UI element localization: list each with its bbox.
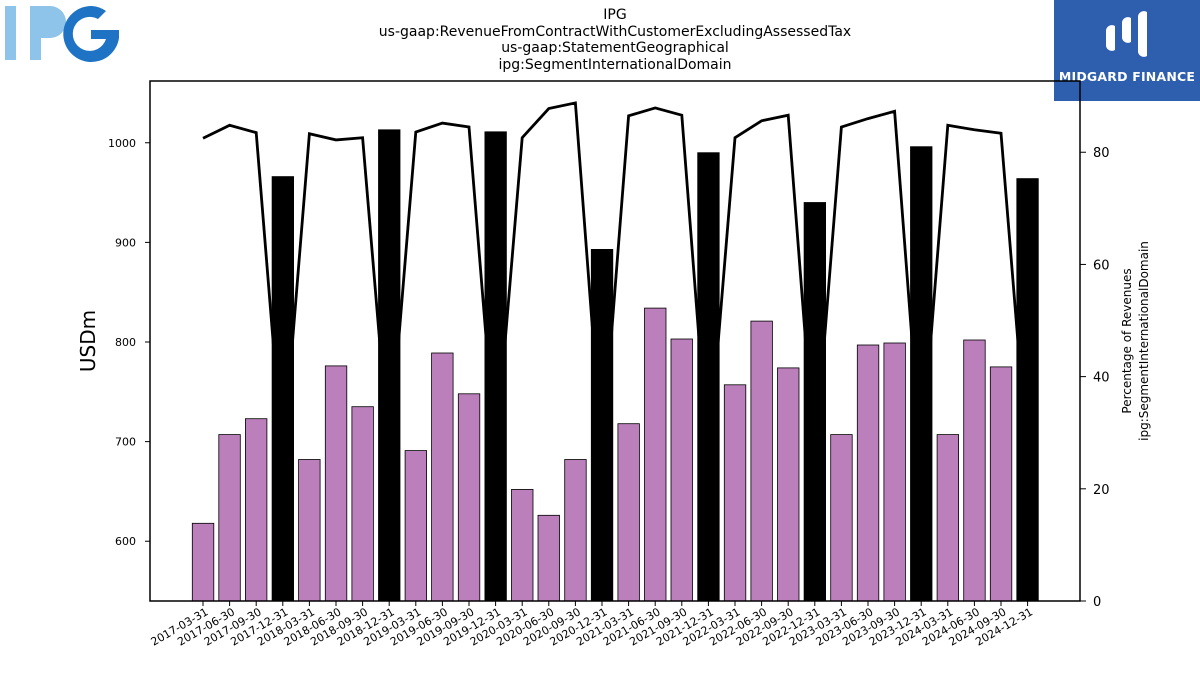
bar-2020-12-31 (590, 248, 614, 602)
line-series (202, 101, 1029, 461)
midgard-finance-logo: MIDGARD FINANCE (1054, 0, 1200, 101)
bar-2018-06-30 (324, 365, 348, 602)
y-tick-label: 1000 (108, 137, 136, 150)
bar-2022-09-30 (777, 367, 800, 602)
ipg-logo-g (63, 5, 119, 62)
bar-2022-12-31 (803, 202, 826, 602)
y2-axis-label-line1: Percentage of Revenues (1120, 268, 1134, 413)
bar-2019-06-30 (431, 352, 454, 602)
midgard-finance-icon (1106, 11, 1147, 57)
bar-2020-09-30 (564, 459, 587, 602)
bar-2024-03-31 (936, 434, 959, 602)
chart-title-member: ipg:SegmentInternationalDomain (498, 57, 732, 73)
bar-2024-09-30 (989, 366, 1013, 602)
y2-tick-label: 60 (1093, 258, 1110, 273)
y-axis-label: USDm (76, 310, 100, 372)
bar-2017-03-31 (191, 522, 215, 602)
bar-2017-06-30 (218, 434, 241, 602)
bar-2018-03-31 (298, 459, 321, 602)
bar-2023-06-30 (856, 344, 880, 602)
bar-2021-09-30 (670, 338, 693, 602)
chart-title-concept: us-gaap:RevenueFromContractWithCustomerE… (378, 24, 852, 40)
percentage-line (202, 101, 1029, 461)
y2-tick-label: 20 (1093, 483, 1110, 498)
x-axis-ticks: 2017-03-312017-06-302017-09-302017-12-31… (149, 601, 1035, 649)
y2-tick-label: 40 (1093, 371, 1110, 386)
bar-2018-09-30 (351, 406, 374, 602)
bar-2023-09-30 (883, 342, 906, 602)
y2-tick-label: 80 (1093, 146, 1110, 161)
left-axis-ticks: 600 700 800 900 1000 (108, 137, 150, 548)
ipg-logo-i (5, 6, 16, 60)
chart-title-axis: us-gaap:StatementGeographical (501, 40, 729, 56)
bar-2021-06-30 (644, 307, 667, 602)
bar-2019-09-30 (457, 393, 481, 602)
bar-2020-06-30 (537, 514, 560, 602)
bar-2020-03-31 (511, 488, 534, 602)
ipg-logo (5, 5, 119, 62)
bar-2023-03-31 (830, 434, 853, 602)
y-tick-label: 700 (115, 436, 136, 449)
y2-tick-label: 0 (1093, 595, 1101, 610)
bar-2024-12-31 (1016, 178, 1039, 602)
y-tick-label: 900 (115, 236, 136, 249)
plot-frame (149, 80, 1081, 602)
y-tick-label: 600 (115, 535, 136, 548)
bar-2017-12-31 (271, 176, 295, 602)
y-tick-label: 800 (115, 336, 136, 349)
bar-2021-03-31 (617, 423, 640, 602)
ipg-logo-p (30, 6, 66, 60)
bar-2019-03-31 (404, 450, 428, 602)
bar-2022-06-30 (750, 320, 773, 602)
bar-series (191, 129, 1039, 602)
bar-2022-03-31 (723, 384, 747, 602)
midgard-finance-name: MIDGARD FINANCE (1058, 69, 1196, 84)
bar-2024-06-30 (963, 339, 986, 602)
y2-axis-label-line2: ipg:SegmentInternationalDomain (1137, 241, 1151, 441)
bar-2017-09-30 (244, 418, 268, 602)
right-axis-ticks: 0 20 40 60 80 (1080, 146, 1110, 610)
chart-title-company: IPG (603, 7, 627, 23)
